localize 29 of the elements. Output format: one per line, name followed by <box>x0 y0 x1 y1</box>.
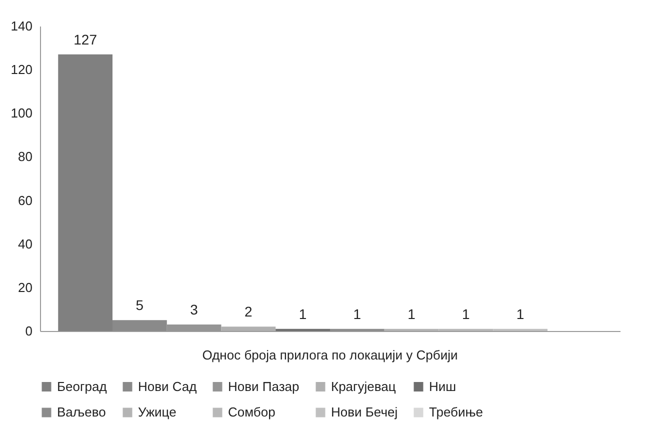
legend-label: Ниш <box>429 378 456 394</box>
y-tick-label: 0 <box>25 324 32 338</box>
legend-label: Сомбор <box>228 404 276 420</box>
y-tick-label: 140 <box>10 18 32 34</box>
legend-label: Требиње <box>429 404 484 420</box>
x-tick-label: Однос броја прилога по локацији у Србији <box>202 348 458 362</box>
data-label: 5 <box>136 297 144 314</box>
y-tick-label: 20 <box>18 280 32 295</box>
data-label: 1 <box>408 306 416 322</box>
y-tick-label: 60 <box>18 192 32 208</box>
legend-label: Нови Пазар <box>228 378 300 394</box>
legend-label: Ваљево <box>57 404 106 420</box>
data-label: 3 <box>190 301 198 318</box>
data-label: 2 <box>244 304 253 320</box>
legend-label: Ужице <box>138 404 176 420</box>
data-label: 127 <box>74 31 98 48</box>
data-label: 1 <box>353 306 362 322</box>
legend-label: Нови Бечеј <box>331 404 398 420</box>
data-label: 1 <box>298 306 307 322</box>
y-tick-label: 80 <box>18 149 32 164</box>
bar <box>221 326 276 331</box>
data-label: 1 <box>462 306 470 322</box>
legend-label: Нови Сад <box>138 378 198 394</box>
data-label: 1 <box>516 306 524 322</box>
legend-label: Београд <box>57 378 108 394</box>
y-tick-label: 40 <box>18 236 32 252</box>
y-tick-label: 100 <box>10 106 32 121</box>
legend-label: Крагујевац <box>331 378 396 394</box>
y-tick-label: 120 <box>10 62 32 78</box>
